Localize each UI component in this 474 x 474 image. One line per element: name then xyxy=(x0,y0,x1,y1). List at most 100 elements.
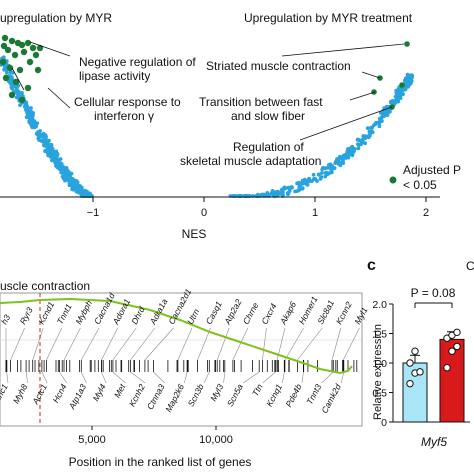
gsea-fan-line xyxy=(262,371,276,384)
gsea-top-gene-label: Atp2a2 xyxy=(222,297,244,327)
volcano-point xyxy=(332,166,337,171)
volcano-point xyxy=(325,172,330,177)
gsea-fan-line xyxy=(331,327,342,361)
gsea-top-gene-label: Ryr3 xyxy=(18,305,35,326)
gsea-top-gene-label: Kcnd1 xyxy=(36,300,56,326)
gsea-fan-line xyxy=(144,327,174,361)
volcano-point xyxy=(329,168,334,173)
leader-line xyxy=(349,91,376,101)
volcano-point xyxy=(58,161,63,166)
leader-line xyxy=(29,41,71,57)
volcano-point xyxy=(280,192,285,197)
bar-x-category-label: Myf5 xyxy=(421,435,447,449)
gsea-top-gene-label: Tnnt1 xyxy=(55,302,74,326)
volcano-point xyxy=(286,192,290,197)
volcano-point xyxy=(398,93,403,98)
volcano-point xyxy=(313,177,318,181)
volcano-point xyxy=(41,139,46,144)
volcano-point-significant xyxy=(8,37,16,45)
volcano-point xyxy=(289,185,294,189)
volcano-point xyxy=(37,138,42,143)
volcano-point xyxy=(396,97,401,101)
volcano-point xyxy=(30,125,35,130)
gsea-bottom-gene-label: Ttn xyxy=(250,382,265,398)
gsea-top-gene-label: Akap6 xyxy=(277,300,298,327)
volcano-point xyxy=(336,162,341,166)
x-tick-label: 0 xyxy=(201,207,207,219)
volcano-point xyxy=(336,157,341,161)
volcano-point-significant xyxy=(32,51,40,59)
gsea-fan-line xyxy=(32,327,44,361)
volcano-point-significant xyxy=(0,58,7,66)
volcano-point xyxy=(408,74,413,78)
panel-letter-c: c xyxy=(367,257,376,274)
volcano-point xyxy=(27,112,31,116)
legend-significant-dot xyxy=(389,176,397,184)
gsea-bottom-gene-label: Actc1 xyxy=(30,382,49,407)
volcano-point xyxy=(379,115,384,120)
volcano-point xyxy=(368,130,373,135)
volcano-point xyxy=(15,84,20,89)
gsea-bottom-gene-label: Myh8 xyxy=(11,382,30,405)
volcano-point-significant xyxy=(404,41,410,47)
volcano-point xyxy=(319,175,324,180)
volcano-point-significant xyxy=(16,66,24,74)
volcano-point xyxy=(384,110,389,115)
volcano-point-significant xyxy=(24,84,32,92)
volcano-point xyxy=(274,190,279,194)
volcano-point xyxy=(47,150,52,155)
gsea-bottom-gene-label: Atp1a3 xyxy=(66,382,88,412)
volcano-point xyxy=(393,100,398,104)
volcano-point-significant xyxy=(34,66,42,74)
gsea-fan-line xyxy=(340,371,345,384)
volcano-point xyxy=(326,163,331,167)
gsea-bottom-gene-label: Tnnt3 xyxy=(304,382,323,406)
volcano-point xyxy=(389,100,393,105)
gsea-fan-line xyxy=(46,327,63,361)
gsea-fan-line xyxy=(321,371,334,384)
volcano-point xyxy=(49,146,54,151)
volcano-point xyxy=(50,156,55,161)
gsea-enrichment-curve xyxy=(0,297,353,375)
gsea-top-gene-label: h3 xyxy=(0,313,12,326)
gsea-fan-line xyxy=(284,327,304,361)
gsea-fan-line xyxy=(10,327,25,361)
volcano-point xyxy=(24,100,28,105)
annotation-striated: Striated muscle contraction xyxy=(206,59,351,73)
volcano-point xyxy=(47,138,51,143)
volcano-point xyxy=(341,156,346,161)
annotation-transition-2: and slow fiber xyxy=(231,109,305,123)
gsea-top-gene-label: Myl1 xyxy=(352,305,369,326)
volcano-point xyxy=(333,161,338,166)
volcano-point xyxy=(295,181,299,186)
gsea-top-gene-label: Casq1 xyxy=(204,299,224,326)
annotation-upregulation-left: upregulation by MYR xyxy=(0,11,112,25)
gsea-fan-line xyxy=(81,371,87,384)
annotation-negative-lipase-1: Negative regulation of xyxy=(79,55,196,69)
volcano-point xyxy=(307,176,311,181)
volcano-point xyxy=(300,186,305,191)
bar-panel: c C P = 0.08 Relative expression 0 0.5 1.0… xyxy=(367,257,474,449)
volcano-point xyxy=(10,86,15,91)
gsea-bottom-gene-label: Kcnq1 xyxy=(264,382,284,408)
volcano-point xyxy=(409,79,414,83)
volcano-point xyxy=(55,152,60,156)
volcano-point xyxy=(299,181,303,186)
volcano-point-significant xyxy=(18,41,26,49)
gsea-fan-line xyxy=(203,371,210,384)
bar-data-point xyxy=(411,347,419,355)
volcano-point xyxy=(393,94,398,99)
x-tick-label: −1 xyxy=(87,207,100,219)
volcano-point xyxy=(347,150,352,155)
volcano-point xyxy=(10,71,15,75)
bar-y-tick-label: 1.5 xyxy=(372,329,387,341)
volcano-point xyxy=(74,181,79,186)
volcano-point xyxy=(54,163,59,168)
volcano-point xyxy=(34,122,39,127)
gsea-fan-line xyxy=(243,371,260,384)
bar-data-point xyxy=(406,359,414,367)
gsea-fan-line xyxy=(177,327,193,361)
gsea-top-gene-label: Cxcr4 xyxy=(259,301,278,326)
volcano-point xyxy=(356,142,360,147)
